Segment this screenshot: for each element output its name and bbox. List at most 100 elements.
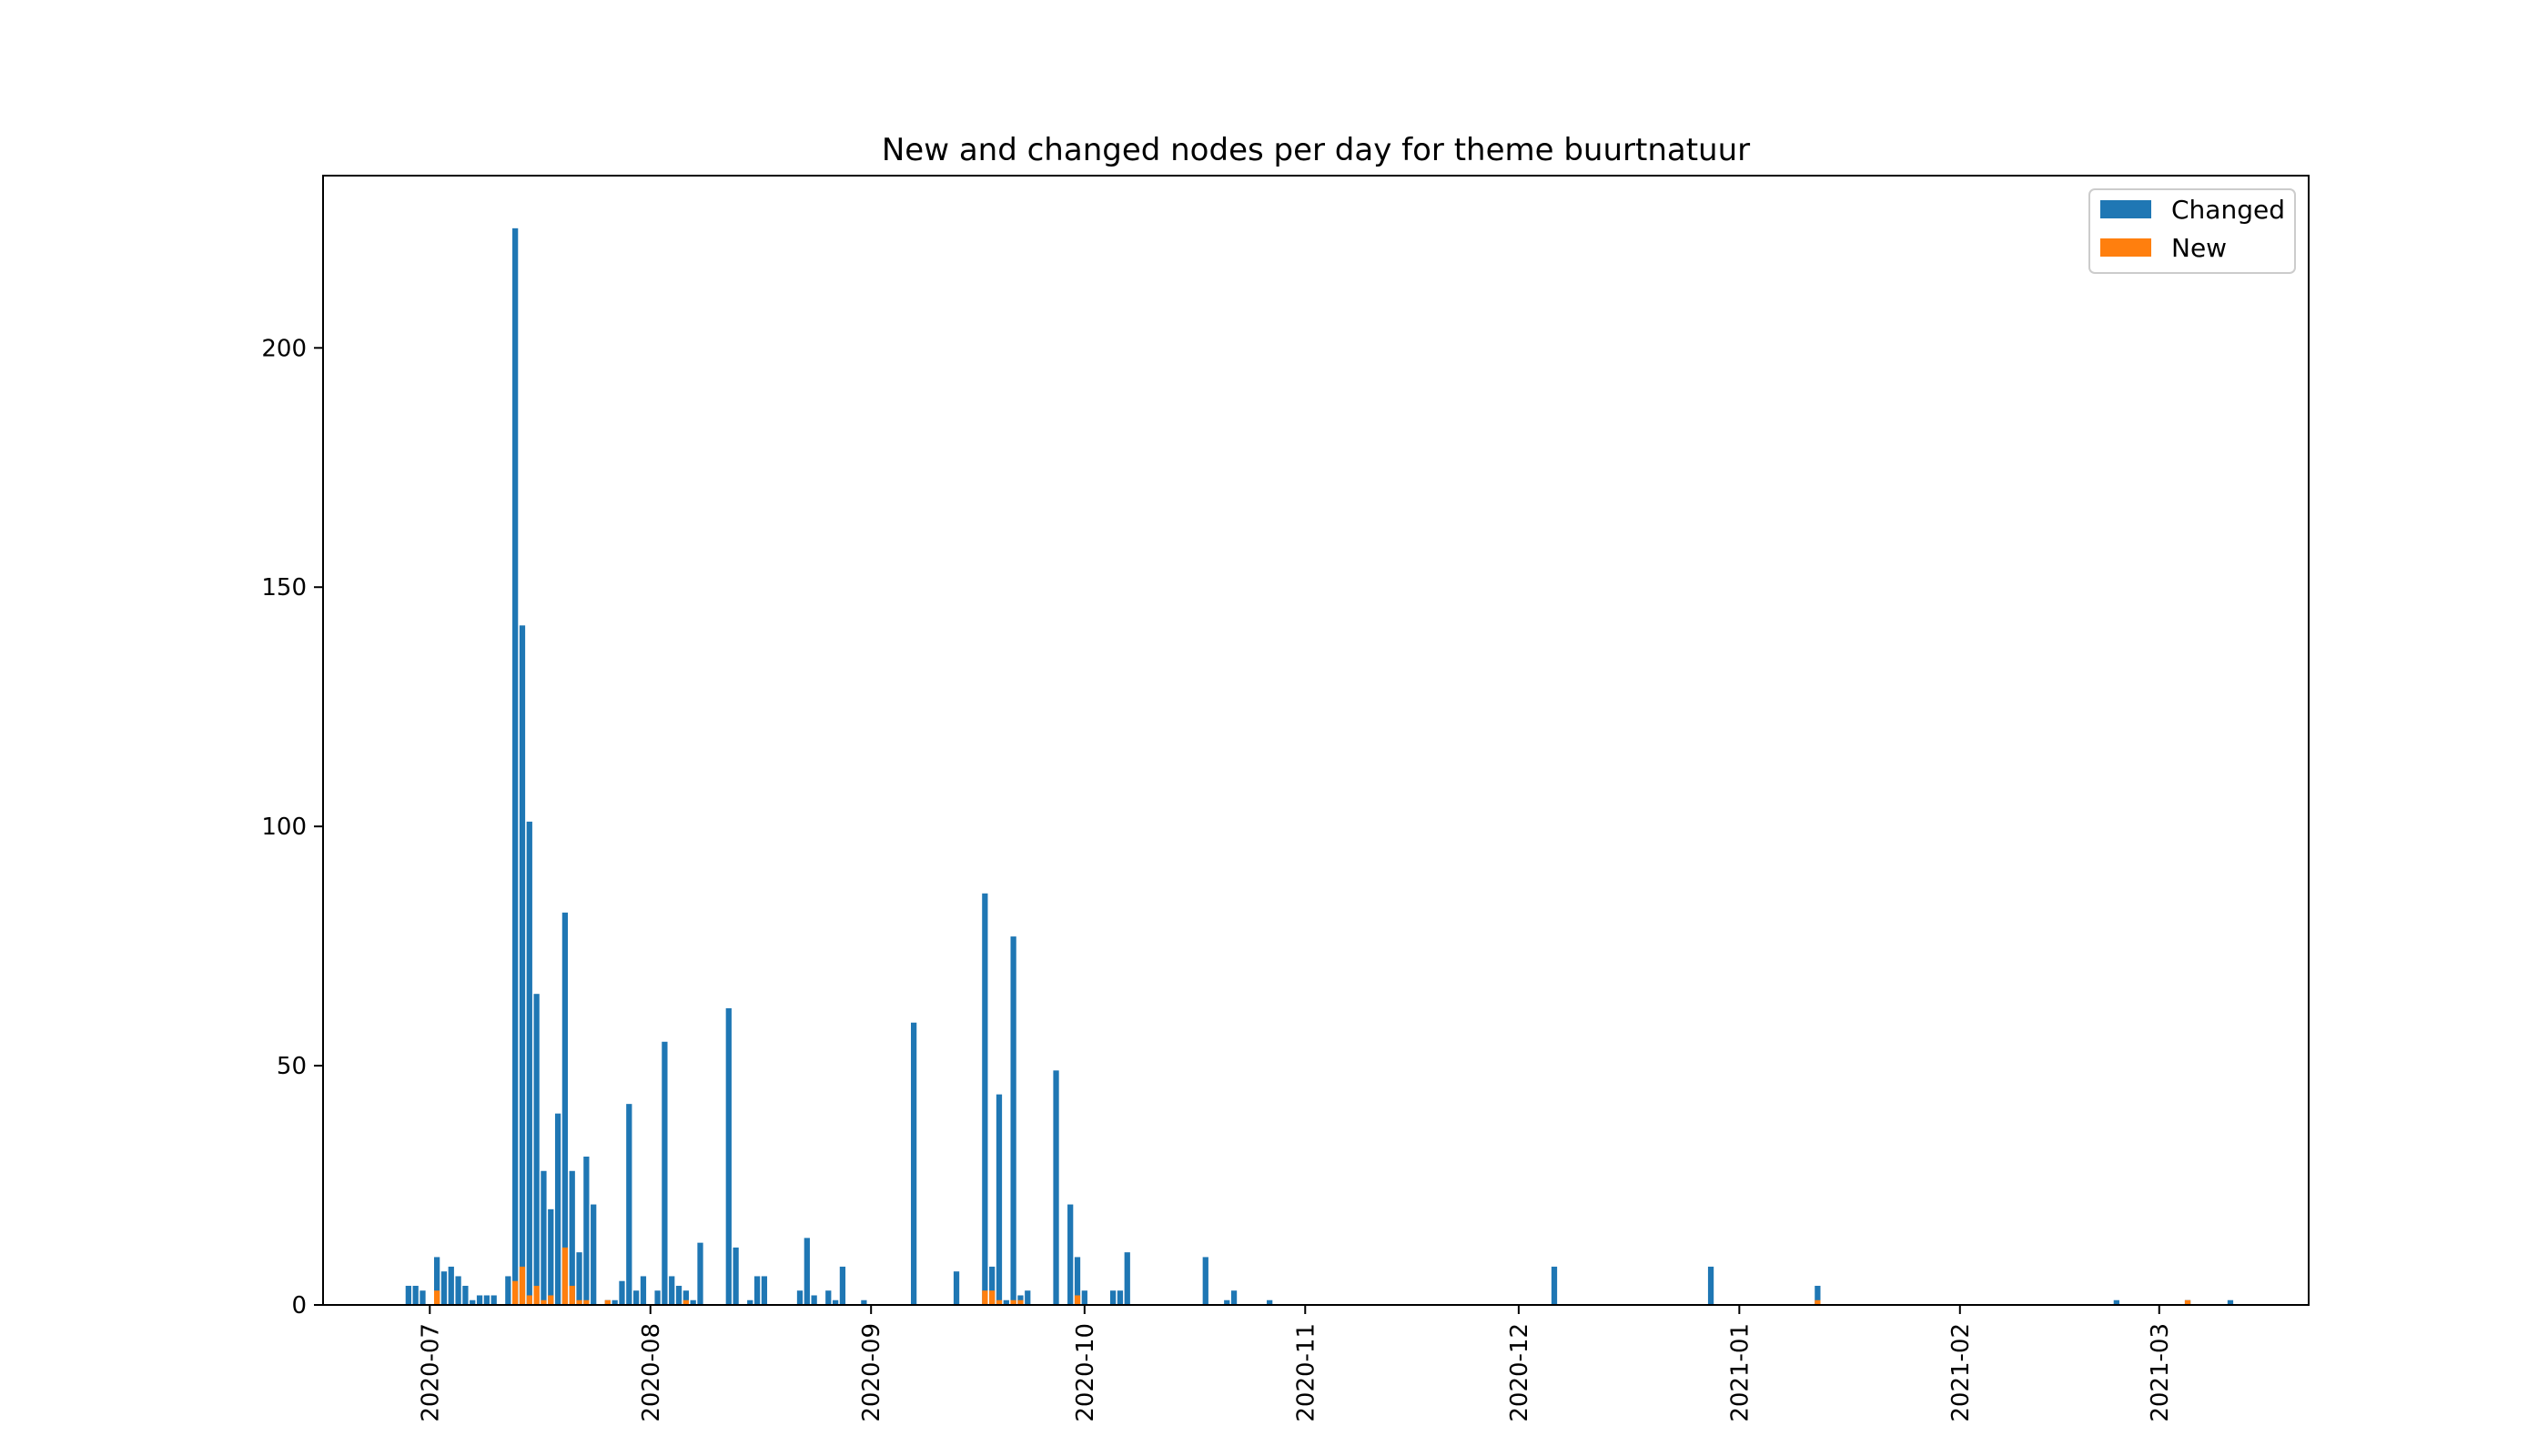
y-tick-label-150: 150	[261, 574, 307, 602]
bar-changed-2020-08-27	[832, 1299, 839, 1305]
bar-new-2020-07-15	[526, 1295, 532, 1305]
bar-changed-2020-12-06	[1551, 1266, 1558, 1305]
bar-changed-2020-07-29	[626, 1104, 632, 1305]
bar-changed-2020-07-10	[490, 1295, 497, 1305]
bar-changed-2020-07-16	[533, 994, 540, 1305]
bar-changed-2020-07-20	[561, 912, 569, 1305]
bar-changed-2020-09-19	[996, 1094, 1003, 1305]
bar-changed-2020-07-06	[462, 1285, 469, 1305]
bar-changed-2020-07-17	[541, 1170, 547, 1305]
x-tick-label-2020-07: 2020-07	[417, 1323, 444, 1422]
bar-changed-2020-07-13	[512, 228, 519, 1306]
bar-changed-2020-07-27	[612, 1299, 618, 1305]
chart-title: New and changed nodes per day for theme …	[882, 132, 1750, 168]
y-tick-label-0: 0	[291, 1292, 307, 1320]
bar-changed-2020-07-08	[476, 1295, 483, 1305]
x-tick-label-2020-11: 2020-11	[1292, 1323, 1320, 1422]
bar-new-2020-07-26	[604, 1299, 611, 1305]
bar-changed-2020-10-07	[1124, 1252, 1130, 1305]
bar-new-2021-01-12	[1815, 1299, 1821, 1305]
bar-new-2020-07-20	[561, 1247, 569, 1305]
y-tick-label-50: 50	[277, 1053, 307, 1080]
y-axis: 0 50 100 150 200	[261, 335, 323, 1320]
bar-new-2020-07-02	[434, 1290, 440, 1305]
x-tick-label-2021-03: 2021-03	[2147, 1323, 2174, 1422]
bar-changed-2020-08-28	[839, 1266, 846, 1305]
bar-changed-2020-08-23	[804, 1238, 810, 1305]
bar-new-2020-09-21	[1010, 1299, 1016, 1305]
bar-changed-2020-07-12	[505, 1276, 511, 1305]
bar-changed-2020-10-05	[1109, 1290, 1117, 1305]
bar-changed-2020-07-28	[619, 1280, 625, 1305]
bar-changed-2020-09-13	[953, 1271, 960, 1305]
legend-label-new: New	[2171, 233, 2227, 263]
bar-changed-2020-08-26	[825, 1290, 832, 1305]
bar-changed-2020-08-06	[682, 1290, 689, 1305]
bar-changed-2020-07-24	[591, 1204, 597, 1305]
bar-new-2020-07-22	[576, 1299, 582, 1305]
bar-changed-2020-08-15	[747, 1299, 753, 1305]
bar-new-2020-07-13	[512, 1280, 519, 1305]
bar-changed-2020-07-30	[632, 1290, 640, 1305]
x-tick-label-2021-02: 2021-02	[1947, 1323, 1975, 1422]
bar-new-2020-09-30	[1074, 1295, 1081, 1305]
bar-new-2020-09-19	[996, 1299, 1003, 1305]
bar-changed-2020-06-29	[412, 1285, 419, 1305]
bar-changed-2020-07-23	[583, 1156, 590, 1305]
bar-changed-2020-09-18	[989, 1266, 996, 1305]
bar-changed-2020-10-27	[1267, 1299, 1273, 1305]
x-tick-label-2020-09: 2020-09	[858, 1323, 885, 1422]
plot-frame	[322, 175, 2310, 1306]
bar-new-2020-09-17	[982, 1290, 988, 1305]
bar-changed-2020-09-20	[1003, 1299, 1009, 1305]
series-new	[434, 1247, 2191, 1305]
bar-changed-2020-09-07	[911, 1022, 917, 1305]
x-tick-label-2020-12: 2020-12	[1506, 1323, 1533, 1422]
y-tick-label-200: 200	[261, 335, 307, 362]
bar-changed-2020-08-03	[662, 1041, 668, 1305]
bar-changed-2020-07-05	[455, 1276, 461, 1305]
bar-changed-2020-12-28	[1707, 1266, 1714, 1305]
bar-changed-2020-09-17	[982, 893, 988, 1305]
bar-new-2020-09-18	[989, 1290, 996, 1305]
x-tick-label-2021-01: 2021-01	[1726, 1323, 1754, 1422]
bar-changed-2020-09-27	[1053, 1070, 1059, 1305]
bar-changed-2020-08-12	[725, 1007, 732, 1305]
bar-changed-2020-08-24	[811, 1295, 817, 1305]
bar-changed-2020-07-18	[548, 1208, 554, 1305]
bar-changed-2021-02-23	[2113, 1299, 2119, 1305]
series-changed	[405, 228, 2234, 1306]
bar-changed-2020-08-04	[669, 1276, 675, 1305]
bar-changed-2020-07-21	[569, 1170, 575, 1305]
bar-new-2021-03-05	[2184, 1299, 2191, 1305]
bar-changed-2020-07-09	[483, 1295, 490, 1305]
bar-new-2020-07-14	[519, 1266, 526, 1305]
x-tick-label-2020-08: 2020-08	[638, 1323, 665, 1422]
bar-changed-2020-10-22	[1230, 1290, 1238, 1305]
bar-changed-2020-08-05	[675, 1285, 682, 1305]
bar-changed-2020-09-21	[1010, 936, 1016, 1305]
bar-changed-2020-09-29	[1067, 1204, 1074, 1305]
legend-swatch-new	[2100, 238, 2151, 257]
bar-new-2020-08-06	[682, 1299, 689, 1305]
chart-legend: Changed New	[2088, 188, 2296, 274]
bar-new-2020-07-18	[548, 1295, 554, 1305]
x-tick-label-2020-10: 2020-10	[1072, 1323, 1099, 1422]
bar-changed-2020-08-08	[697, 1242, 703, 1305]
bar-changed-2020-10-18	[1202, 1257, 1208, 1305]
bar-changed-2020-08-31	[861, 1299, 867, 1305]
bar-changed-2020-07-15	[526, 821, 532, 1305]
bar-changed-2020-07-19	[554, 1113, 561, 1305]
legend-swatch-changed	[2100, 200, 2151, 218]
bar-changed-2020-08-07	[690, 1299, 696, 1305]
bar-changed-2020-07-22	[576, 1252, 582, 1305]
bar-changed-2020-09-23	[1025, 1290, 1031, 1305]
bar-changed-2020-08-13	[733, 1247, 739, 1305]
bar-changed-2020-07-04	[448, 1266, 454, 1305]
bar-changed-2020-08-17	[761, 1276, 768, 1305]
legend-label-changed: Changed	[2171, 195, 2285, 225]
bar-changed-2020-10-01	[1081, 1290, 1087, 1305]
bar-changed-2020-09-30	[1074, 1257, 1081, 1305]
bar-changed-2020-06-28	[405, 1285, 411, 1305]
